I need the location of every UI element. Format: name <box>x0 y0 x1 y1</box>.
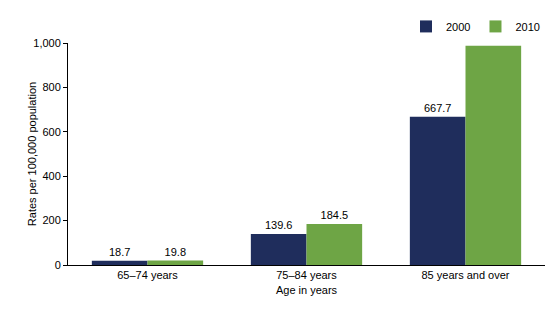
svg-text:1,000: 1,000 <box>33 37 61 49</box>
svg-text:Age in years: Age in years <box>276 284 338 296</box>
svg-text:85 years and over: 85 years and over <box>421 269 509 281</box>
svg-text:19.8: 19.8 <box>165 246 186 258</box>
svg-text:0: 0 <box>55 259 61 271</box>
svg-text:2000: 2000 <box>446 21 470 33</box>
svg-text:184.5: 184.5 <box>321 209 349 221</box>
svg-text:200: 200 <box>42 214 60 226</box>
svg-text:600: 600 <box>42 126 60 138</box>
svg-text:800: 800 <box>42 81 60 93</box>
svg-text:75–84 years: 75–84 years <box>276 269 337 281</box>
svg-text:65–74 years: 65–74 years <box>117 269 178 281</box>
svg-text:2010: 2010 <box>515 21 539 33</box>
svg-text:400: 400 <box>42 170 60 182</box>
svg-text:139.6: 139.6 <box>265 219 293 231</box>
svg-text:Rates per 100,000 population: Rates per 100,000 population <box>26 82 38 226</box>
svg-text:667.7: 667.7 <box>424 102 452 114</box>
svg-text:18.7: 18.7 <box>109 246 130 258</box>
